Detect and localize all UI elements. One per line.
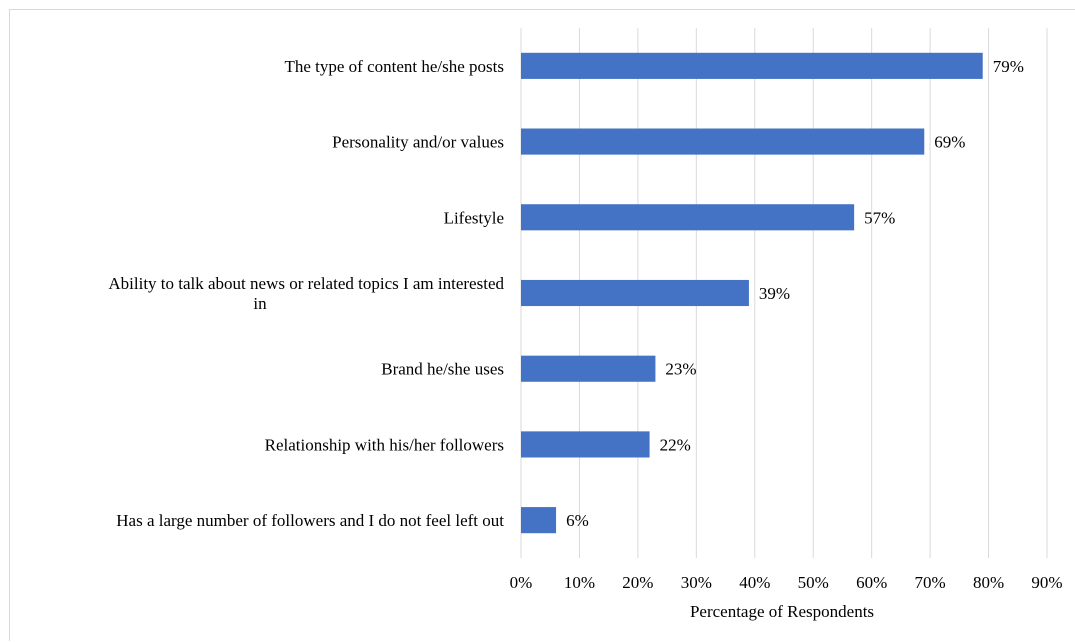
data-label: 69% [934,133,965,152]
bar-chart: 79% 69% 57% 39% 23% 22% 6% The type of content… [108,28,1063,621]
gridlines [520,28,1048,558]
data-label: 39% [759,284,790,303]
x-tick-label: 20% [622,573,653,592]
x-tick-label: 40% [739,573,770,592]
bar [521,355,656,382]
x-tick-labels: 0% 10% 20% 30% 40% 50% 60% 70% 80% 90% [510,573,1063,592]
bar [521,279,749,307]
bar [521,507,557,534]
bar [521,52,983,79]
x-axis-title: Percentage of Respondents [690,602,874,621]
category-label: Personality and/or values [332,133,504,152]
x-tick-label: 30% [681,573,712,592]
bar [521,204,855,231]
category-label: Has a large number of followers and I do… [116,511,504,530]
bar [521,128,925,155]
bars [521,52,983,534]
data-label: 6% [566,511,589,530]
chart-frame: 79% 69% 57% 39% 23% 22% 6% The type of content… [9,9,1075,641]
x-tick-label: 0% [510,573,533,592]
category-label: Relationship with his/her followers [265,435,504,454]
x-tick-label: 10% [564,573,595,592]
x-tick-label: 60% [856,573,887,592]
category-label: Brand he/she uses [381,360,504,379]
category-label: Ability to talk about news or related to… [108,274,504,293]
data-label: 23% [665,360,696,379]
category-labels: The type of content he/she posts Personal… [108,57,504,530]
x-tick-label: 70% [915,573,946,592]
category-label: The type of content he/she posts [284,57,504,76]
x-tick-label: 80% [973,573,1004,592]
data-label: 57% [864,208,895,227]
x-tick-label: 90% [1031,573,1062,592]
category-label: Lifestyle [444,208,504,227]
data-labels: 79% 69% 57% 39% 23% 22% 6% [566,57,1024,530]
category-label: in [253,294,267,313]
bar [521,431,650,458]
data-label: 79% [993,57,1024,76]
data-label: 22% [660,435,691,454]
x-tick-label: 50% [798,573,829,592]
